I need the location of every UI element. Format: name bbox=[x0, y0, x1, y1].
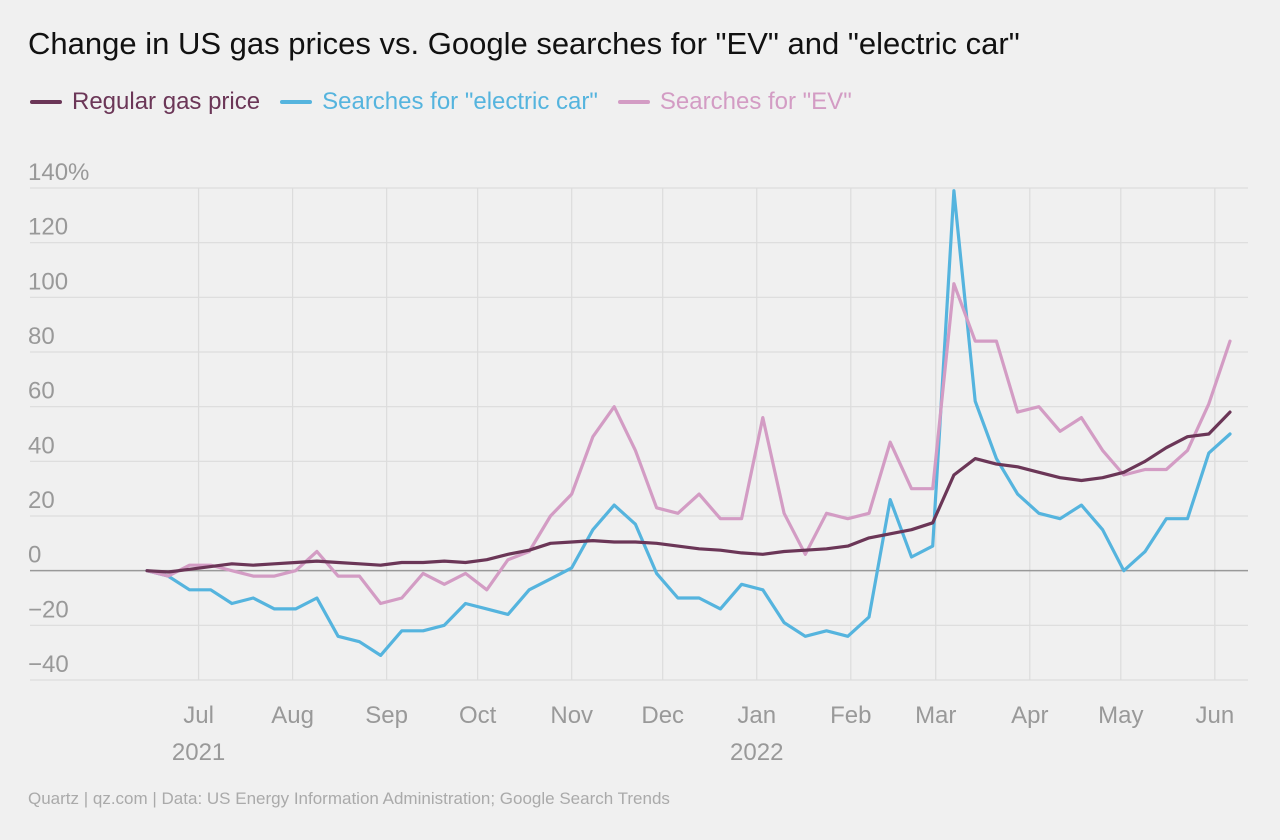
y-tick-label: −20 bbox=[28, 596, 69, 623]
y-tick-label: 80 bbox=[28, 323, 55, 350]
source-note: Quartz | qz.com | Data: US Energy Inform… bbox=[28, 789, 670, 809]
x-tick-label: Oct bbox=[459, 702, 497, 729]
series-line-searches-for-ev bbox=[147, 284, 1230, 604]
y-tick-label: 0 bbox=[28, 542, 41, 569]
y-tick-label: 100 bbox=[28, 268, 68, 295]
y-tick-label: 40 bbox=[28, 432, 55, 459]
x-tick-label: Apr bbox=[1011, 702, 1048, 729]
line-chart: 140% 120 100 80 60 40 20 0 −20 −40 Jul 2021 Aug Sep O… bbox=[0, 0, 1280, 840]
series-line-regular-gas-price bbox=[147, 412, 1230, 572]
x-tick-label: Sep bbox=[365, 702, 408, 729]
x-year-label: 2021 bbox=[172, 739, 225, 766]
y-tick-label: 120 bbox=[28, 214, 68, 241]
legend-label-gas-price: Regular gas price bbox=[72, 88, 260, 116]
series-lines bbox=[147, 191, 1230, 656]
y-tick-label: 140% bbox=[28, 159, 89, 186]
x-tick-label: Aug bbox=[271, 702, 314, 729]
series-line-searches-for-electric-car bbox=[147, 191, 1230, 656]
legend-label-ev: Searches for "EV" bbox=[660, 88, 852, 116]
horizontal-gridlines bbox=[30, 188, 1248, 680]
x-tick-label: Mar bbox=[915, 702, 956, 729]
x-tick-label: May bbox=[1098, 702, 1143, 729]
y-tick-label: 60 bbox=[28, 378, 55, 405]
chart-title: Change in US gas prices vs. Google searc… bbox=[28, 26, 1020, 62]
legend-item-gas-price: Regular gas price bbox=[30, 88, 260, 116]
vertical-gridlines bbox=[199, 188, 1215, 680]
x-tick-label: Jul bbox=[183, 702, 214, 729]
x-tick-label: Jun bbox=[1195, 702, 1234, 729]
x-tick-label: Jan bbox=[737, 702, 776, 729]
x-tick-label: Feb bbox=[830, 702, 871, 729]
x-tick-label: Nov bbox=[550, 702, 593, 729]
legend-item-ev: Searches for "EV" bbox=[618, 88, 852, 116]
y-axis: 140% 120 100 80 60 40 20 0 −20 −40 bbox=[28, 159, 89, 678]
legend-item-electric-car: Searches for "electric car" bbox=[280, 88, 598, 116]
x-axis: Jul 2021 Aug Sep Oct Nov Dec Jan 2022 Feb Mar Apr Ma… bbox=[172, 702, 1234, 766]
x-year-label: 2022 bbox=[730, 739, 783, 766]
chart-legend: Regular gas price Searches for "electric… bbox=[30, 88, 852, 116]
x-tick-label: Dec bbox=[641, 702, 684, 729]
legend-swatch-gas-price bbox=[30, 100, 62, 104]
legend-label-electric-car: Searches for "electric car" bbox=[322, 88, 598, 116]
legend-swatch-ev bbox=[618, 100, 650, 104]
y-tick-label: 20 bbox=[28, 487, 55, 514]
y-tick-label: −40 bbox=[28, 651, 69, 678]
legend-swatch-electric-car bbox=[280, 100, 312, 104]
